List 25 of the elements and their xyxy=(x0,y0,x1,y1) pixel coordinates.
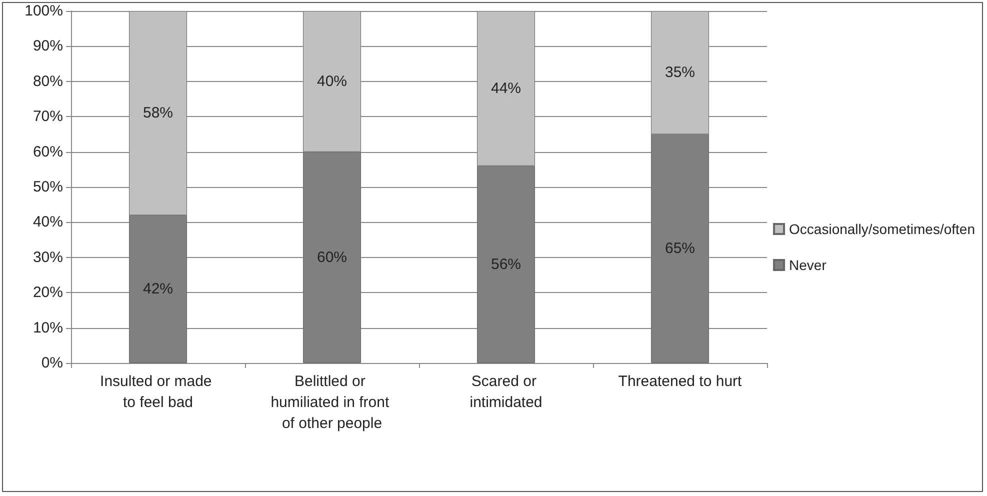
y-tick-label: 50% xyxy=(32,178,63,196)
data-label: 58% xyxy=(142,104,174,122)
y-tick-label: 60% xyxy=(32,143,63,160)
x-tick-label: Threatened to hurt xyxy=(618,373,743,390)
y-tick-label: 70% xyxy=(32,108,63,126)
data-label: 40% xyxy=(316,72,348,90)
y-tick-label: 90% xyxy=(32,38,63,55)
data-label: 44% xyxy=(490,80,522,97)
y-tick-label: 100% xyxy=(24,2,63,20)
y-tick-label: 20% xyxy=(32,284,63,302)
x-tick-label: Insulted or made to feel bad xyxy=(100,373,216,411)
data-label: 35% xyxy=(664,64,696,82)
data-label: 60% xyxy=(316,248,348,266)
y-tick-label: 40% xyxy=(32,214,63,231)
x-tick-label: Belittled or humiliated in front of other people xyxy=(270,373,394,432)
y-tick-label: 30% xyxy=(32,248,63,266)
data-label: 42% xyxy=(142,280,174,298)
y-tick-label: 0% xyxy=(41,354,63,372)
data-label: 56% xyxy=(490,256,522,273)
legend-label: Never xyxy=(789,257,827,273)
data-label: 65% xyxy=(664,240,696,258)
legend-label: Occasionally/sometimes/often xyxy=(789,221,976,237)
y-tick-label: 10% xyxy=(32,319,63,336)
y-tick-label: 80% xyxy=(32,72,63,90)
x-tick-label: Scared or intimidated xyxy=(470,373,542,411)
